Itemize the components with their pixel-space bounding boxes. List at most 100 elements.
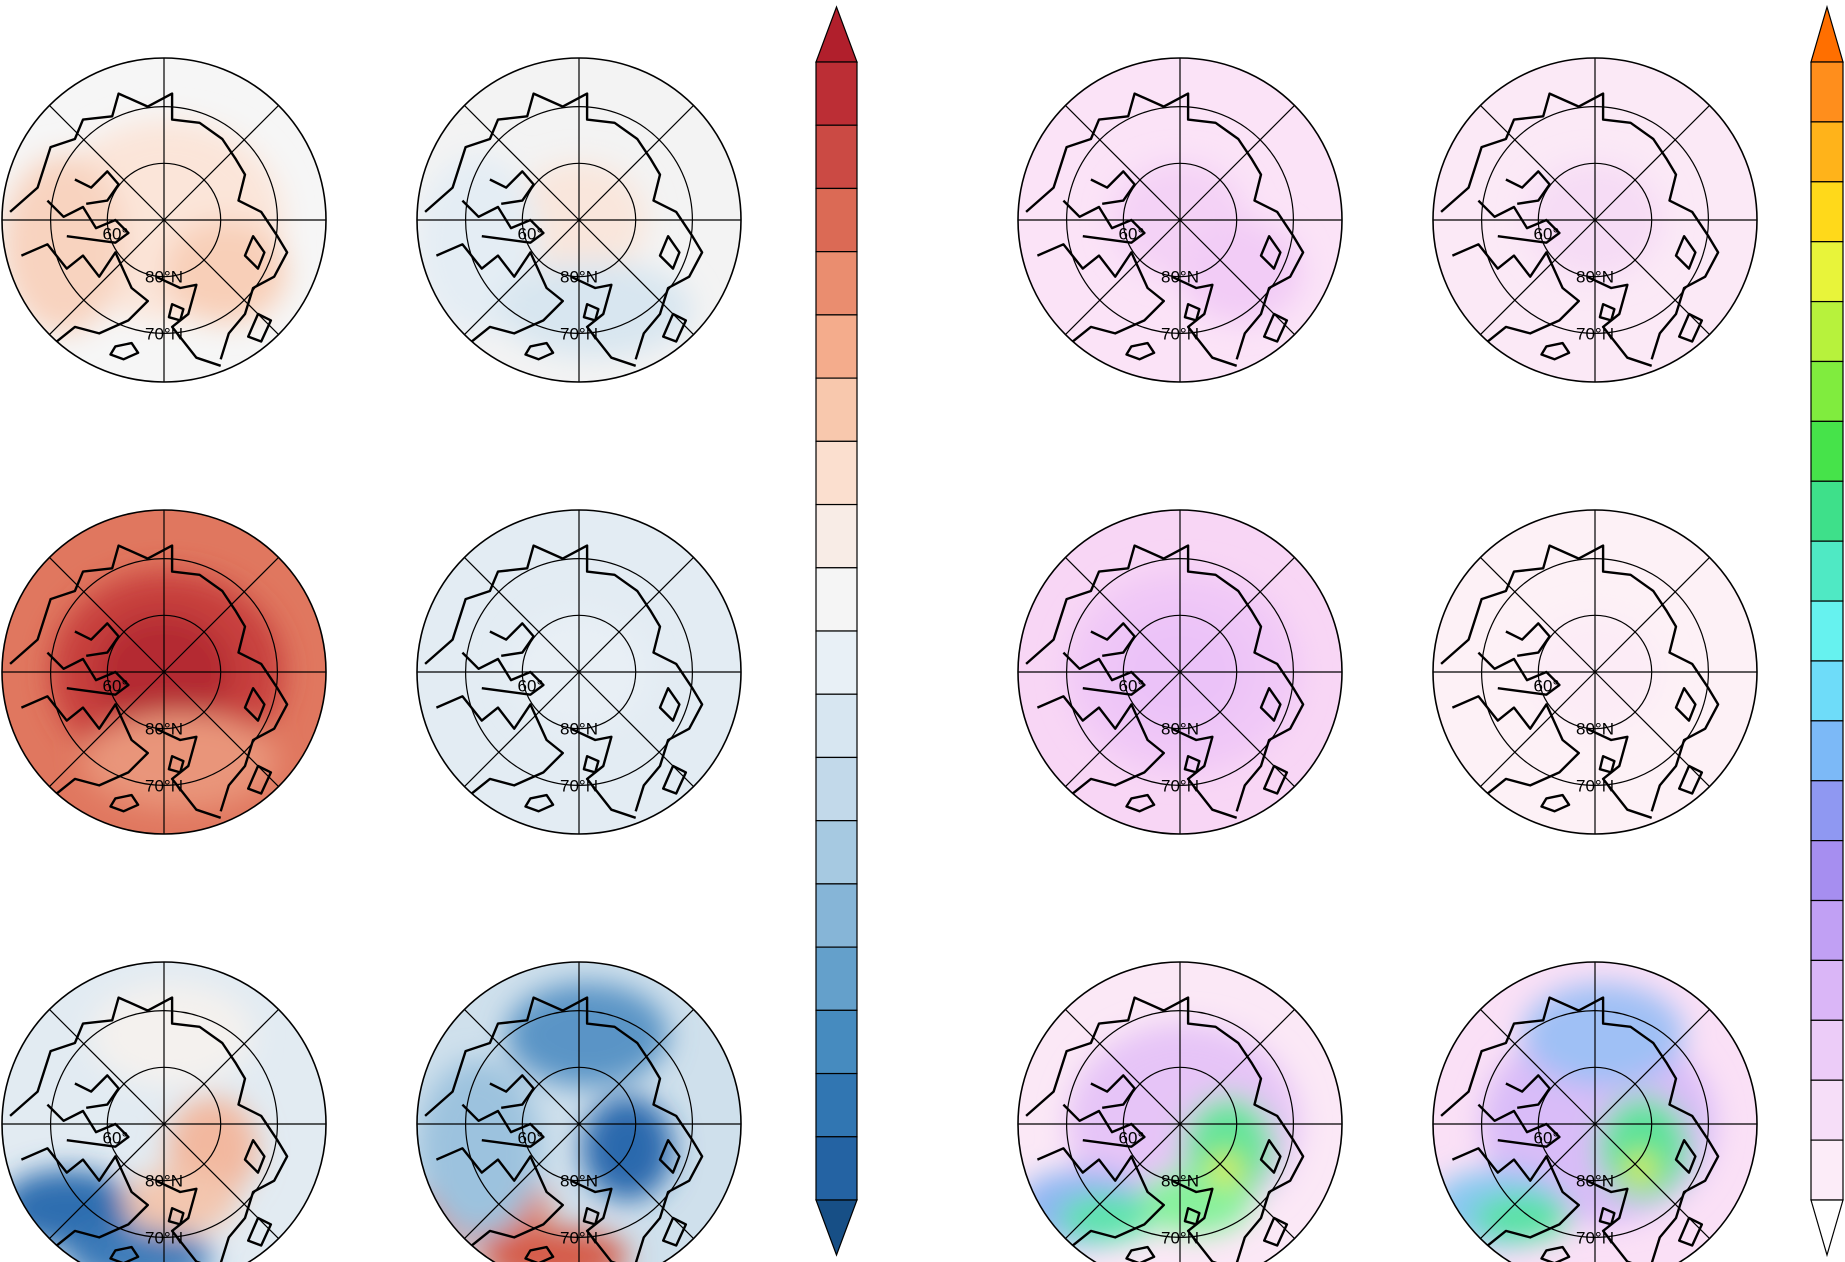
lat-label-80: 80°N: [560, 268, 598, 287]
graticule: [416, 509, 742, 835]
coastline: [1183, 1207, 1201, 1226]
coastline: [1598, 755, 1616, 774]
meridian: [1179, 671, 1295, 787]
coastline: [1263, 764, 1289, 795]
polar-map-r3c1: 80°N 70°N 60°: [1, 961, 327, 1262]
map-boundary: [416, 57, 742, 383]
colorbar-level: [815, 1136, 858, 1201]
coastline: [1036, 243, 1165, 348]
coastline: [1090, 1074, 1136, 1109]
meridian: [1480, 1009, 1596, 1125]
coastline: [243, 235, 266, 270]
map-boundary: [1017, 57, 1343, 383]
coastline: [435, 695, 564, 800]
polar-map-r1c1: 80°N 70°N 60°: [1, 57, 327, 383]
lat-label-70: 70°N: [145, 1228, 183, 1247]
parallel-80: [521, 162, 637, 278]
graticule: [1, 57, 327, 383]
lat-label-60: 60°: [1534, 224, 1560, 243]
colorbar-level: [815, 124, 858, 190]
coastlines: [424, 996, 704, 1262]
lat-label-70: 70°N: [145, 324, 183, 343]
colorbar-extend-bottom: [815, 1199, 858, 1257]
colorbar-level: [815, 883, 858, 948]
coastline: [489, 1074, 535, 1109]
coastlines: [1440, 92, 1720, 367]
lat-label-80: 80°N: [145, 268, 183, 287]
coastline: [1598, 1207, 1616, 1226]
coastline: [1451, 243, 1580, 348]
parallel-70: [465, 105, 694, 335]
colorbar-level: [1810, 121, 1844, 183]
colorbar-level: [1810, 1139, 1844, 1201]
parallel-70: [1065, 105, 1294, 335]
coastline: [658, 687, 681, 722]
lat-label-70: 70°N: [1576, 324, 1614, 343]
meridian: [163, 1123, 279, 1239]
lat-label-70: 70°N: [560, 776, 598, 795]
colorbar-level: [815, 1009, 858, 1075]
coastline: [20, 243, 149, 348]
meridian: [578, 1123, 694, 1239]
coastline: [1678, 764, 1704, 795]
meridian: [1594, 557, 1710, 673]
parallel-80: [1537, 614, 1653, 730]
coastline: [662, 312, 688, 343]
colorbar-level: [815, 187, 858, 253]
coastline: [524, 793, 555, 813]
meridian: [578, 219, 694, 335]
coastline: [1678, 1216, 1704, 1247]
colorbar-rainbow: [1810, 4, 1844, 1258]
colorbar-level: [815, 567, 858, 632]
meridian: [49, 105, 165, 221]
coastline: [1505, 1074, 1551, 1109]
colorbar-level: [1810, 780, 1844, 842]
map-boundary: [1017, 509, 1343, 835]
lat-label-60: 60°: [1119, 676, 1145, 695]
map-boundary: [1, 57, 327, 383]
coastline: [1025, 544, 1305, 812]
coastlines: [424, 544, 704, 819]
field-region: [1180, 220, 1304, 324]
field-region: [481, 1227, 628, 1262]
coastline: [1025, 92, 1305, 360]
parallel-70: [49, 1009, 279, 1238]
coastline: [1440, 92, 1720, 360]
lat-label-70: 70°N: [1576, 1228, 1614, 1247]
polar-map-r2c3: 80°N 70°N 60°: [1017, 509, 1343, 835]
coastline: [1183, 303, 1201, 322]
colorbar-level: [815, 314, 858, 379]
colorbar-extend-bottom: [1810, 1199, 1844, 1258]
parallel-70: [1065, 557, 1294, 786]
lat-label-80: 80°N: [1576, 268, 1614, 287]
colorbar-level: [1810, 360, 1844, 422]
meridian: [49, 557, 165, 673]
meridian: [1065, 1123, 1181, 1239]
coastline: [155, 275, 222, 367]
map-boundary: [1432, 509, 1758, 835]
coastline: [1451, 695, 1580, 800]
parallel-80: [1537, 162, 1653, 278]
coastline: [658, 1139, 681, 1174]
meridian: [1480, 671, 1596, 787]
field-region: [164, 220, 288, 324]
map-boundary: [1, 509, 327, 835]
graticule: [1432, 509, 1758, 835]
coastline: [1025, 996, 1305, 1262]
colorbar-level: [815, 946, 858, 1011]
coastline: [109, 341, 140, 361]
field-region: [1473, 1195, 1571, 1241]
colorbar-level: [1810, 241, 1844, 303]
colorbar-extend-top: [1810, 4, 1844, 63]
polar-map-r3c2: 80°N 70°N 60°: [416, 961, 742, 1262]
parallel-80: [1122, 614, 1238, 730]
coastlines: [9, 92, 289, 367]
coastline: [1674, 1139, 1697, 1174]
lat-label-80: 80°N: [1161, 720, 1199, 739]
meridian: [1594, 671, 1710, 787]
coastline: [582, 755, 600, 774]
map-boundary: [1017, 961, 1343, 1262]
coastline: [582, 303, 600, 322]
coastline: [167, 303, 185, 322]
meridian: [163, 671, 279, 787]
